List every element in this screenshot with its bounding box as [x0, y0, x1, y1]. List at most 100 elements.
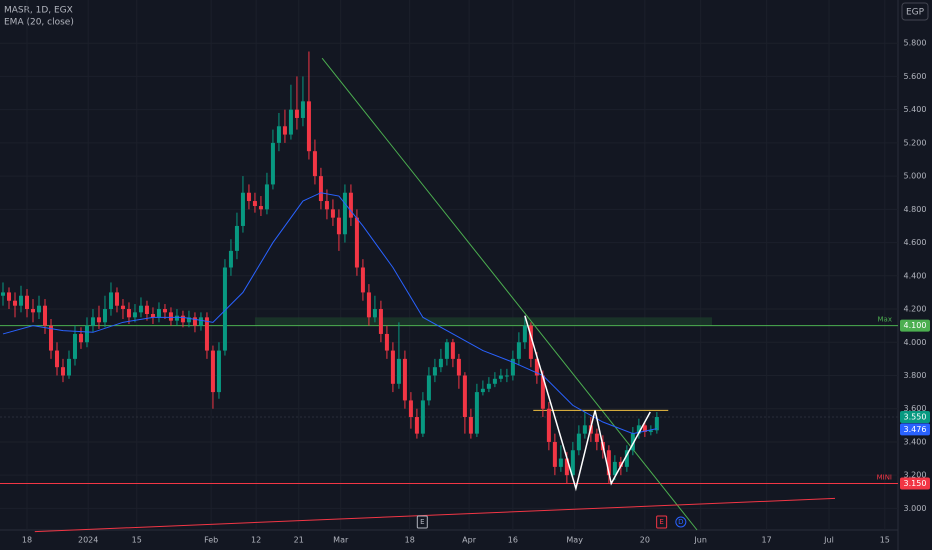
last-price-label: 3.550 [904, 413, 927, 422]
candle-body [132, 312, 137, 318]
candle-body [492, 378, 497, 384]
x-tick-label: May [566, 536, 583, 545]
y-tick-label: 3.200 [904, 471, 927, 480]
event-label: D [678, 518, 683, 526]
candle-body [138, 305, 143, 313]
x-tick-label: 20 [640, 536, 650, 545]
x-tick-label: Mar [333, 536, 349, 545]
x-tick-label: Apr [462, 536, 477, 545]
candle-body [546, 408, 551, 442]
y-tick-label: 3.000 [904, 504, 927, 513]
candle-body [96, 317, 101, 323]
y-tick-label: 5.200 [904, 138, 927, 147]
candle-body [390, 350, 395, 384]
x-tick-label: Jun [693, 536, 707, 545]
ema-line [2, 192, 657, 435]
candle-body [654, 417, 659, 431]
candle-body [594, 433, 599, 442]
candle-body [318, 176, 323, 202]
candle-body [312, 151, 317, 177]
candle-body [234, 225, 239, 251]
candle-body [402, 358, 407, 401]
candle-body [582, 425, 587, 434]
candle-body [606, 450, 611, 476]
candle-body [630, 433, 635, 451]
x-tick-label: 2024 [78, 536, 98, 545]
candle-body [474, 392, 479, 434]
candle-body [72, 333, 77, 359]
candle-body [354, 217, 359, 268]
candle-body [120, 305, 125, 310]
zone [254, 317, 713, 326]
candle-body [12, 300, 17, 306]
candle-body [36, 305, 41, 313]
candle-body [30, 309, 35, 313]
candle-body [366, 292, 371, 318]
candle-body [84, 325, 89, 343]
candle-body [162, 309, 167, 313]
candle-body [378, 309, 383, 334]
candle-body [300, 101, 305, 118]
candle-body [360, 267, 365, 293]
candle-body [372, 309, 377, 318]
candle-body [6, 292, 11, 301]
x-tick-label: 18 [22, 536, 32, 545]
candle-body [516, 342, 521, 359]
x-tick-label: 21 [294, 536, 304, 545]
candle-body [204, 317, 209, 351]
candle-body [444, 342, 449, 359]
event-label: E [659, 518, 663, 526]
candle-body [90, 317, 95, 326]
candle-body [636, 425, 641, 434]
candle-body [438, 358, 443, 368]
candle-body [324, 201, 329, 210]
level-badge [900, 477, 930, 490]
candle-body [510, 358, 515, 376]
candle-body [210, 350, 215, 393]
candle-body [192, 317, 197, 326]
candle-body [216, 350, 221, 393]
candle-body [24, 295, 29, 310]
candle-body [456, 358, 461, 376]
candle-body [348, 192, 353, 218]
candle-body [264, 184, 269, 210]
candle-body [648, 430, 653, 432]
x-tick-label: 17 [762, 536, 772, 545]
candle-body [564, 458, 569, 476]
candle-body [240, 192, 245, 226]
candle-body [78, 333, 83, 343]
candle-body [426, 375, 431, 401]
candle-body [570, 450, 575, 476]
y-tick-label: 5.000 [904, 172, 927, 181]
candle-body [150, 314, 155, 318]
candle-body [42, 305, 47, 326]
x-tick-label: 16 [508, 536, 518, 545]
candle-body [258, 206, 263, 210]
candle-body [270, 142, 275, 185]
indicator-label: EMA (20, close) [4, 18, 74, 28]
candle-body [180, 315, 185, 323]
candle-body [66, 358, 71, 376]
y-tick-label: 4.200 [904, 305, 927, 314]
candle-body [222, 267, 227, 351]
y-tick-label: 3.400 [904, 437, 927, 446]
level-badge [900, 319, 930, 332]
candle-body [0, 292, 5, 296]
trendline [321, 57, 698, 531]
currency[interactable]: EGP [906, 8, 925, 18]
currency-button[interactable] [901, 2, 929, 21]
ema-label: 3.476 [904, 425, 927, 434]
event-marker [675, 516, 687, 528]
event-marker [656, 515, 668, 529]
candle-body [576, 433, 581, 451]
event-label: E [420, 518, 424, 526]
candle-body [276, 126, 281, 143]
candle-body [528, 325, 533, 359]
last-price-badge [900, 411, 930, 424]
candle-body [486, 383, 491, 389]
level-label: 3.150 [904, 479, 927, 488]
candle-body [504, 375, 509, 377]
candle-body [540, 375, 545, 409]
